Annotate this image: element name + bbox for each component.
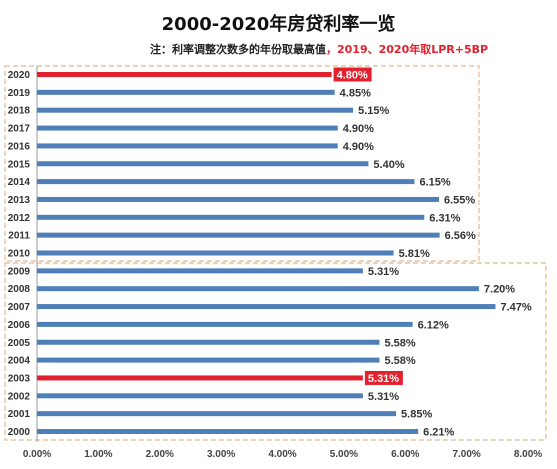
x-tick-label: 3.00% (207, 449, 235, 460)
year-label-2018: 2018 (8, 106, 31, 117)
x-tick-label: 5.00% (330, 449, 358, 460)
bar-2014 (37, 179, 415, 185)
value-label-2006: 6.12% (418, 319, 449, 331)
year-label-2013: 2013 (8, 195, 31, 206)
bar-2002 (37, 393, 363, 399)
bar-2015 (37, 161, 369, 167)
year-label-2014: 2014 (8, 177, 31, 188)
x-tick-label: 0.00% (23, 449, 51, 460)
bar-2010 (37, 250, 394, 256)
x-tick-label: 4.00% (268, 449, 296, 460)
year-label-2003: 2003 (8, 373, 31, 384)
year-label-2012: 2012 (8, 213, 31, 224)
value-label-2002: 5.31% (368, 391, 399, 403)
bar-2004 (37, 357, 380, 363)
chart-title: 2000-2020年房贷利率一览 (161, 14, 396, 35)
note-text: 注：利率调整次数多的年份取最高值 (150, 43, 326, 56)
bar-2016 (37, 143, 338, 149)
value-label-2015: 5.40% (373, 159, 404, 171)
bar-2000 (37, 429, 419, 434)
year-label-2016: 2016 (8, 141, 31, 152)
year-label-2017: 2017 (8, 124, 31, 135)
value-label-2009: 5.31% (368, 266, 399, 278)
value-label-2005: 5.58% (384, 337, 415, 349)
year-label-2007: 2007 (8, 302, 31, 313)
x-tick-label: 7.00% (452, 449, 480, 460)
value-label-2000: 6.21% (423, 427, 454, 439)
value-label-2008: 7.20% (484, 284, 515, 296)
group-box-2000-2009 (4, 262, 547, 441)
bar-2011 (37, 232, 440, 238)
x-tick-label: 8.00% (514, 449, 542, 460)
value-label-2012: 6.31% (429, 212, 460, 224)
year-label-2001: 2001 (8, 409, 31, 420)
year-label-2019: 2019 (8, 88, 31, 99)
bar-2012 (37, 214, 425, 220)
bar-2001 (37, 411, 397, 417)
bar-2018 (37, 107, 354, 113)
value-label-2003: 5.31% (368, 373, 399, 385)
year-label-2015: 2015 (8, 159, 31, 170)
year-label-2006: 2006 (8, 320, 31, 331)
year-label-2004: 2004 (8, 356, 31, 367)
note-highlight: ，2019、2020年取LPR+5BP (326, 43, 489, 56)
bar-2007 (37, 304, 496, 310)
bar-2006 (37, 321, 413, 327)
year-label-2011: 2011 (8, 231, 30, 242)
bar-2020 (37, 72, 332, 77)
value-label-2020: 4.80% (337, 70, 368, 82)
year-label-2010: 2010 (8, 249, 31, 260)
value-label-2016: 4.90% (343, 141, 374, 153)
year-label-2000: 2000 (8, 427, 31, 438)
bar-2013 (37, 196, 440, 202)
x-tick-label: 6.00% (391, 449, 419, 460)
x-tick-label: 2.00% (146, 449, 174, 460)
year-label-2002: 2002 (8, 391, 31, 402)
bar-2019 (37, 89, 335, 95)
value-label-bg-2020 (333, 67, 372, 82)
value-label-2001: 5.85% (401, 409, 432, 421)
year-label-2008: 2008 (8, 284, 31, 295)
bar-2005 (37, 339, 380, 345)
chart-note: 注：利率调整次数多的年份取最高值，2019、2020年取LPR+5BP (150, 41, 550, 57)
value-label-2007: 7.47% (500, 302, 531, 314)
value-label-2010: 5.81% (399, 248, 430, 260)
value-label-2013: 6.55% (444, 194, 475, 206)
value-label-2011: 6.56% (445, 230, 476, 242)
value-label-bg-2003 (364, 370, 403, 385)
year-label-2020: 2020 (8, 70, 31, 81)
bar-2017 (37, 125, 338, 131)
group-box-2010-2020 (4, 65, 480, 262)
year-label-2005: 2005 (8, 338, 31, 349)
value-label-2004: 5.58% (384, 355, 415, 367)
value-label-2018: 5.15% (358, 105, 389, 117)
x-tick-label: 1.00% (84, 449, 112, 460)
value-label-2014: 6.15% (419, 177, 450, 189)
bar-2008 (37, 286, 479, 292)
year-label-2009: 2009 (8, 266, 31, 277)
bar-2003 (37, 375, 363, 381)
value-label-2019: 4.85% (340, 87, 371, 99)
value-label-2017: 4.90% (343, 123, 374, 135)
bar-2009 (37, 268, 363, 274)
